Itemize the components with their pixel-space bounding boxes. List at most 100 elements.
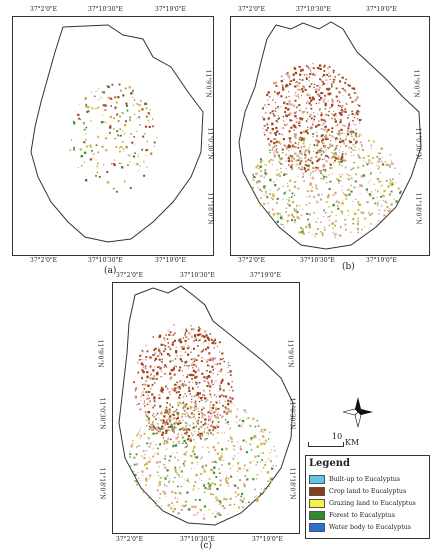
- change-pixel: [136, 463, 139, 466]
- change-pixel: [268, 143, 270, 145]
- change-pixel: [192, 367, 194, 369]
- change-pixel: [73, 121, 76, 125]
- change-pixel: [129, 161, 131, 163]
- change-pixel: [253, 496, 256, 498]
- change-pixel: [312, 98, 315, 101]
- change-pixel: [361, 228, 363, 231]
- change-pixel: [267, 127, 269, 129]
- change-pixel: [212, 372, 214, 374]
- change-pixel: [185, 343, 186, 345]
- change-pixel: [140, 362, 143, 366]
- change-pixel: [337, 104, 340, 107]
- change-pixel: [86, 105, 90, 109]
- change-pixel: [210, 381, 213, 384]
- change-pixel: [268, 161, 271, 163]
- change-pixel: [154, 347, 157, 350]
- change-pixel: [188, 387, 190, 389]
- change-pixel: [202, 361, 203, 362]
- change-pixel: [211, 421, 214, 424]
- change-pixel: [105, 109, 107, 111]
- change-pixel: [341, 159, 344, 162]
- change-pixel: [146, 415, 149, 418]
- change-pixel: [275, 111, 277, 113]
- change-pixel: [190, 358, 193, 361]
- change-pixel: [140, 435, 142, 437]
- change-pixel: [310, 70, 312, 72]
- change-pixel: [307, 158, 310, 161]
- change-pixel: [226, 475, 228, 478]
- change-pixel: [113, 164, 116, 167]
- scale-bar-line: [308, 442, 344, 447]
- change-pixel: [287, 85, 289, 87]
- change-pixel: [310, 72, 312, 73]
- change-pixel: [214, 459, 216, 461]
- change-pixel: [173, 410, 176, 413]
- change-pixel: [187, 338, 190, 340]
- change-pixel: [287, 203, 289, 205]
- change-pixel: [252, 478, 255, 481]
- tick-c-top-0: 37°2'0"E: [116, 272, 144, 279]
- change-pixel: [178, 419, 181, 422]
- change-pixel: [353, 132, 355, 134]
- change-pixel: [297, 159, 300, 162]
- change-pixel: [165, 432, 168, 435]
- change-pixel: [148, 496, 151, 499]
- change-pixel: [326, 195, 330, 199]
- change-pixel: [272, 147, 274, 149]
- change-pixel: [295, 159, 298, 162]
- change-pixel: [325, 149, 328, 151]
- change-pixel: [245, 411, 247, 413]
- tick-b-right-2: 11°18'0"N: [414, 192, 422, 225]
- tick-b-top-0: 37°2'0"E: [238, 6, 266, 13]
- change-pixel: [383, 189, 386, 193]
- change-pixel: [177, 403, 180, 407]
- change-pixel: [142, 474, 144, 476]
- change-pixel: [267, 137, 270, 140]
- change-pixel: [141, 375, 142, 377]
- legend-swatch: [309, 486, 325, 496]
- change-pixel: [357, 217, 359, 220]
- change-pixel: [155, 444, 157, 446]
- change-pixel: [216, 416, 219, 419]
- change-pixel: [309, 113, 312, 116]
- change-pixel: [182, 385, 185, 387]
- change-pixel: [195, 514, 197, 516]
- change-pixel: [214, 338, 216, 340]
- change-pixel: [138, 109, 140, 112]
- change-pixel: [221, 448, 224, 451]
- change-pixel: [328, 157, 330, 159]
- change-pixel: [203, 483, 205, 485]
- change-pixel: [201, 466, 204, 469]
- change-pixel: [282, 185, 284, 187]
- change-pixel: [127, 154, 129, 156]
- change-pixel: [384, 200, 387, 203]
- change-pixel: [381, 163, 385, 166]
- change-pixel: [341, 153, 344, 156]
- change-pixel: [325, 175, 328, 179]
- change-pixel: [166, 422, 169, 425]
- change-pixel: [297, 163, 299, 165]
- change-pixel: [267, 91, 270, 94]
- change-pixel: [308, 96, 312, 99]
- change-pixel: [313, 151, 314, 152]
- change-pixel: [137, 371, 140, 373]
- change-pixel: [287, 74, 290, 77]
- change-pixel: [164, 424, 166, 426]
- mixed-change: [251, 128, 402, 238]
- change-pixel: [313, 86, 315, 88]
- change-pixel: [299, 109, 301, 112]
- change-pixel: [320, 114, 323, 117]
- change-pixel: [316, 167, 319, 170]
- change-pixel: [285, 73, 288, 76]
- change-pixel: [277, 173, 280, 175]
- change-pixel: [182, 463, 185, 465]
- change-pixel: [350, 177, 353, 180]
- change-pixel: [234, 491, 237, 494]
- change-pixel: [209, 407, 212, 409]
- change-pixel: [277, 189, 279, 191]
- change-pixel: [211, 341, 215, 345]
- change-pixel: [157, 426, 160, 429]
- change-pixel: [317, 139, 319, 141]
- change-pixel: [297, 94, 299, 96]
- change-pixel: [243, 468, 245, 470]
